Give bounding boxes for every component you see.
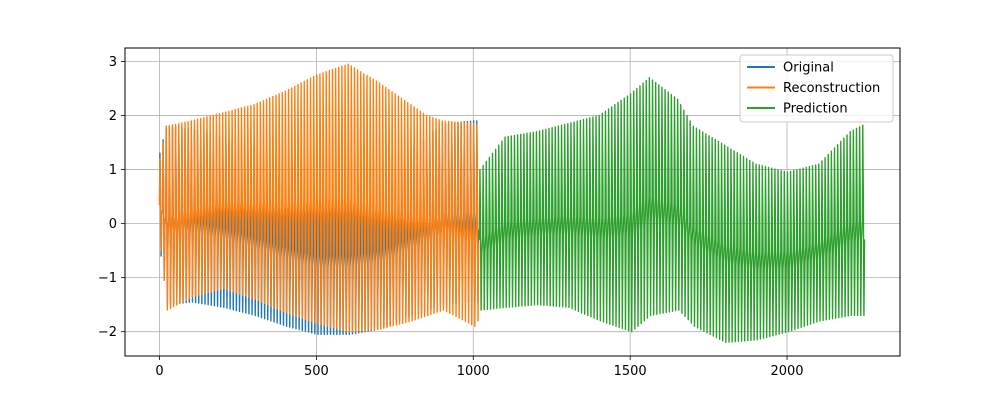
legend-label: Original xyxy=(783,61,834,76)
legend-label: Prediction xyxy=(783,102,848,117)
legend-item-original: Original xyxy=(747,61,834,76)
series-line-prediction xyxy=(478,77,866,344)
x-tick-label: 1500 xyxy=(614,364,647,379)
series-line-reconstruction xyxy=(158,63,480,333)
y-tick-label: 1 xyxy=(109,163,117,178)
y-tick-label: −2 xyxy=(98,325,117,340)
x-tick-label: 500 xyxy=(304,364,329,379)
axis-ticks: 0 500 1000 1500 2000 −2 −1 0 1 2 3 xyxy=(98,55,804,379)
legend-label: Reconstruction xyxy=(783,81,880,96)
y-tick-label: −1 xyxy=(98,271,117,286)
x-tick-label: 0 xyxy=(155,364,163,379)
x-tick-label: 1000 xyxy=(457,364,490,379)
y-tick-label: 3 xyxy=(109,55,117,70)
y-tick-label: 0 xyxy=(109,217,117,232)
x-tick-label: 2000 xyxy=(770,364,803,379)
legend-frame xyxy=(739,54,894,123)
y-tick-label: 2 xyxy=(109,109,117,124)
series-group xyxy=(158,63,866,344)
plot-frame xyxy=(124,47,901,357)
legend: Original Reconstruction Prediction xyxy=(739,54,894,123)
legend-item-prediction: Prediction xyxy=(747,102,848,117)
legend-item-reconstruction: Reconstruction xyxy=(747,81,880,96)
